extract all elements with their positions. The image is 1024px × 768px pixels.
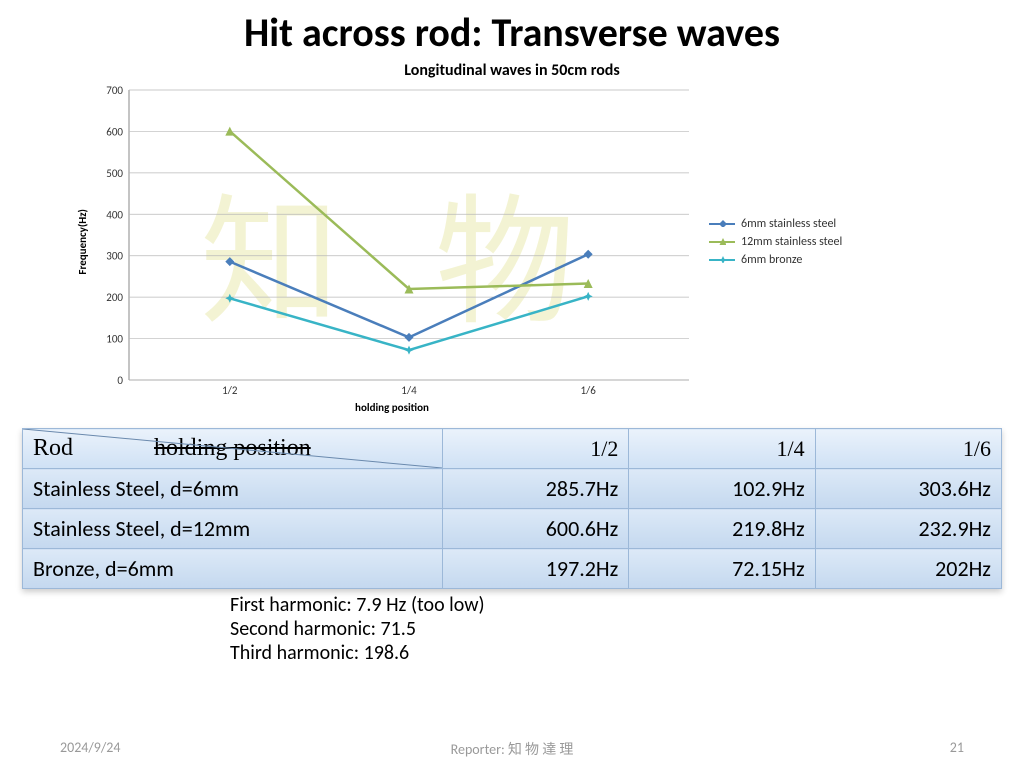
svg-text:1/6: 1/6 [580,384,596,394]
table-col-header: 1/6 [815,429,1001,469]
diag-top-label: holding position [154,435,311,461]
svg-text:0: 0 [117,374,123,387]
harmonic-line: First harmonic: 7.9 Hz (too low) [230,593,1024,617]
svg-text:200: 200 [106,291,123,304]
table-cell: 202Hz [815,549,1001,589]
table-cell: 600.6Hz [443,509,629,549]
table-col-header: 1/2 [443,429,629,469]
footer-reporter: Reporter: 知 物 達 理 [0,739,1024,759]
chart-y-axis-label: Frequency(Hz) [72,209,89,275]
svg-text:600: 600 [106,125,123,138]
table-col-header: 1/4 [629,429,815,469]
svg-text:500: 500 [106,167,123,180]
table-header-row: Rod holding position 1/2 1/4 1/6 [23,429,1002,469]
diag-left-label: Rod [33,435,73,461]
table-header-diagonal: Rod holding position [23,429,443,469]
legend-item: 6mm bronze [709,253,842,267]
slide-footer: 2024/9/24 Reporter: 知 物 達 理 21 [0,739,1024,756]
chart-plot-area: 0 100 200 300 400 500 600 700 1/2 1/4 1/6 [89,84,689,399]
page-title: Hit across rod: Transverse waves [0,0,1024,57]
table-row-label: Bronze, d=6mm [23,549,443,589]
legend-item: 6mm stainless steel [709,217,842,231]
svg-text:1/4: 1/4 [401,384,417,394]
legend-item: 12mm stainless steel [709,235,842,249]
svg-text:300: 300 [106,250,123,263]
chart-x-axis-label: holding position [112,401,672,414]
chart-legend: 6mm stainless steel 12mm stainless steel 6… [689,213,842,271]
chart-title: Longitudinal waves in 50cm rods [72,61,952,80]
table-row-label: Stainless Steel, d=6mm [23,469,443,509]
table-row: Bronze, d=6mm197.2Hz72.15Hz202Hz [23,549,1002,589]
table-row-label: Stainless Steel, d=12mm [23,509,443,549]
svg-text:400: 400 [106,208,123,221]
chart-container: Longitudinal waves in 50cm rods Frequenc… [72,61,952,414]
table-cell: 102.9Hz [629,469,815,509]
table-cell: 303.6Hz [815,469,1001,509]
svg-text:1/2: 1/2 [222,384,238,394]
svg-text:700: 700 [106,84,123,97]
data-table: Rod holding position 1/2 1/4 1/6 Stainle… [22,428,1002,589]
table-cell: 219.8Hz [629,509,815,549]
svg-text:100: 100 [106,333,123,346]
harmonic-line: Third harmonic: 198.6 [230,641,1024,665]
table-row: Stainless Steel, d=12mm600.6Hz219.8Hz232… [23,509,1002,549]
harmonic-line: Second harmonic: 71.5 [230,617,1024,641]
table-row: Stainless Steel, d=6mm285.7Hz102.9Hz303.… [23,469,1002,509]
table-cell: 232.9Hz [815,509,1001,549]
table-cell: 72.15Hz [629,549,815,589]
table-cell: 197.2Hz [443,549,629,589]
harmonics-notes: First harmonic: 7.9 Hz (too low)Second h… [230,593,1024,665]
table-cell: 285.7Hz [443,469,629,509]
